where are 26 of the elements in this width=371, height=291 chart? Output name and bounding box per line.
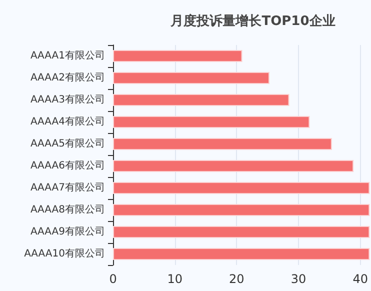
bar [113,50,242,62]
x-tick-label: 20 [229,272,244,286]
y-tick-label: AAAA6有限公司 [30,160,105,172]
y-tick-label: AAAA5有限公司 [30,138,105,150]
chart-title: 月度投诉量增长TOP10企业 [170,13,336,29]
y-tick-label: AAAA1有限公司 [30,50,105,62]
bar [113,182,370,194]
x-tick-label: 40 [352,272,368,286]
y-tick-label: AAAA4有限公司 [30,116,105,128]
bar [113,160,354,172]
y-tick-label: AAAA9有限公司 [30,226,105,238]
y-tick-label: AAAA7有限公司 [30,182,105,194]
bar [113,204,370,216]
x-tick-label: 10 [167,272,182,286]
y-tick-label: AAAA3有限公司 [30,94,105,106]
bar [113,72,270,84]
y-tick-label: AAAA2有限公司 [30,72,105,84]
bar [113,226,370,238]
y-tick-label: AAAA8有限公司 [30,204,105,216]
bar [113,116,310,128]
bar [113,138,332,150]
y-tick-label: AAAA10有限公司 [24,248,105,260]
bar [113,94,290,106]
x-tick-label: 0 [109,272,117,286]
x-tick-label: 30 [290,272,306,286]
bar [113,248,370,260]
